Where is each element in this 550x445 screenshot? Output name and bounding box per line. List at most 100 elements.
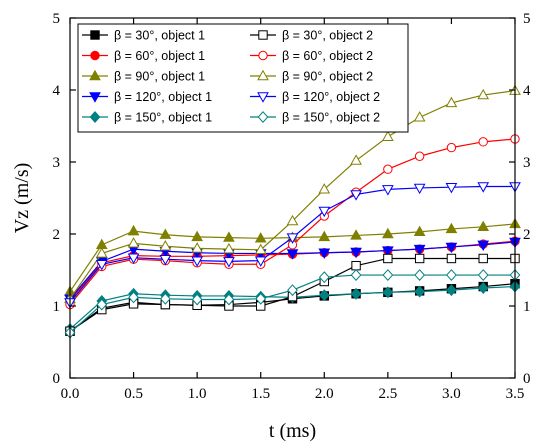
data-point — [477, 269, 489, 281]
data-point — [318, 248, 331, 259]
data-point — [446, 284, 457, 297]
y-axis-label: Vz (m/s) — [11, 163, 33, 234]
data-point — [445, 242, 458, 254]
data-point — [191, 256, 203, 267]
axis-ticks: 0.0 0.5 1.0 1.5 2.0 2.5 3.0 3.50 01 12 23 34 45 5 — [53, 11, 532, 402]
y-tick-label-left: 5 — [53, 11, 61, 27]
legend-marker — [258, 50, 268, 61]
data-point — [477, 88, 490, 100]
legend-item: β = 150°, object 2 — [250, 111, 380, 125]
data-point — [477, 220, 490, 231]
y-tick-label-left: 0 — [53, 371, 61, 387]
legend-marker — [89, 111, 101, 123]
legend-label: β = 90°, object 1 — [114, 70, 205, 84]
data-point — [413, 111, 426, 122]
legend-label: β = 60°, object 1 — [114, 49, 205, 63]
legend-marker — [90, 50, 100, 61]
data-point — [318, 206, 331, 218]
legend: β = 30°, object 1 β = 60°, object 1 β = 90… — [77, 23, 409, 133]
x-tick-label: 3.5 — [506, 386, 525, 402]
data-point — [95, 238, 108, 249]
legend-marker — [257, 92, 269, 103]
series-9 — [64, 182, 521, 309]
y-tick-label-right: 4 — [523, 83, 531, 99]
data-point — [159, 228, 172, 239]
data-point — [159, 240, 172, 251]
data-point — [351, 260, 361, 271]
data-point — [382, 130, 394, 141]
data-point — [254, 232, 267, 243]
data-point — [446, 142, 457, 153]
data-point — [414, 269, 426, 281]
legend-label: β = 60°, object 2 — [282, 49, 373, 63]
data-point — [128, 291, 139, 304]
data-point — [478, 137, 488, 147]
y-tick-label-left: 2 — [53, 227, 61, 243]
data-point — [95, 260, 108, 271]
data-point — [382, 185, 394, 196]
legend-item: β = 90°, object 1 — [82, 70, 205, 84]
data-point — [414, 253, 425, 264]
plot-frame — [69, 17, 516, 379]
x-tick-label: 2.5 — [378, 386, 397, 402]
y-tick-label-left: 1 — [53, 299, 61, 315]
data-point — [286, 214, 299, 226]
data-point — [255, 292, 267, 305]
data-point — [445, 96, 458, 108]
data-point — [413, 225, 426, 237]
data-point — [445, 183, 458, 194]
x-tick-label: 0.5 — [124, 386, 143, 402]
data-point — [414, 285, 426, 298]
legend-label: β = 30°, object 1 — [114, 29, 205, 43]
legend-label: β = 120°, object 1 — [114, 90, 212, 104]
data-point — [223, 242, 235, 254]
legend-label: β = 120°, object 2 — [282, 90, 380, 104]
data-point — [127, 237, 140, 248]
x-tick-label: 1.5 — [251, 386, 270, 402]
x-tick-label: 2.0 — [315, 386, 334, 402]
x-axis-label: t (ms) — [269, 420, 316, 442]
data-point — [477, 282, 489, 294]
data-point — [287, 284, 298, 297]
data-point — [95, 247, 108, 258]
x-tick-label: 1.0 — [188, 386, 207, 402]
data-point — [446, 253, 457, 264]
data-point — [318, 271, 330, 284]
data-point — [350, 287, 362, 300]
data-point — [318, 230, 331, 242]
legend-item: β = 60°, object 2 — [250, 49, 373, 63]
y-tick-label-right: 0 — [523, 371, 531, 387]
data-point — [159, 292, 171, 305]
data-point — [350, 229, 362, 240]
data-point — [383, 253, 393, 264]
data-point — [96, 298, 108, 311]
legend-marker — [90, 30, 100, 40]
data-point — [191, 230, 203, 242]
data-point — [350, 269, 362, 281]
data-point — [382, 227, 394, 239]
y-tick-label-right: 5 — [523, 11, 531, 27]
y-tick-label-right: 2 — [523, 227, 531, 243]
legend-item: β = 30°, object 2 — [250, 29, 373, 43]
data-point — [414, 151, 425, 161]
data-point — [350, 154, 362, 165]
data-point — [318, 183, 331, 194]
data-point — [477, 182, 490, 193]
data-point — [413, 183, 426, 195]
data-point — [383, 164, 393, 174]
legend-item: β = 90°, object 2 — [250, 70, 373, 84]
data-point — [159, 255, 172, 266]
data-point — [413, 244, 426, 256]
legend-marker — [258, 30, 268, 40]
data-point — [477, 240, 490, 252]
legend-item: β = 150°, object 1 — [82, 111, 212, 125]
data-point — [223, 293, 235, 306]
legend-label: β = 30°, object 2 — [282, 29, 373, 43]
data-point — [382, 269, 394, 281]
legend-box — [77, 23, 409, 133]
data-point — [127, 224, 140, 236]
legend-item: β = 60°, object 1 — [82, 49, 205, 63]
data-point — [127, 253, 140, 264]
plot-series-layer — [64, 84, 521, 339]
